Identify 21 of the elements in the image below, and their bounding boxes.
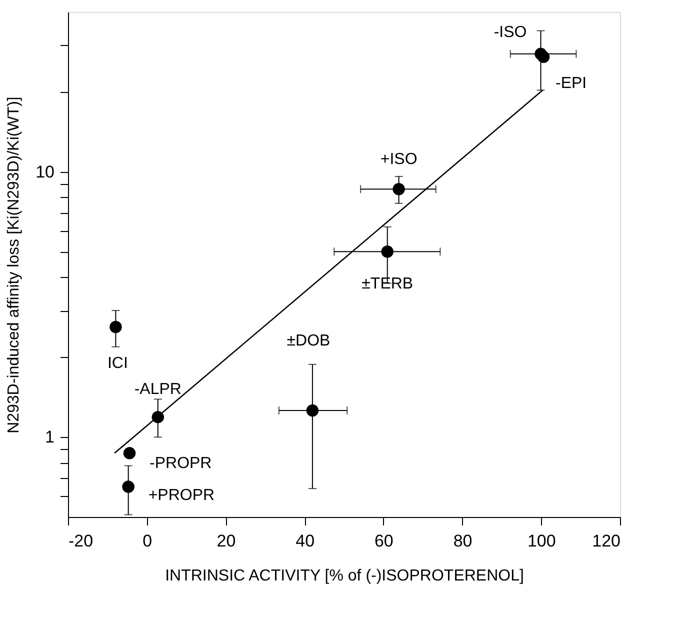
annotation: -ISO [494, 24, 527, 41]
x-tick-label: 100 [527, 532, 556, 550]
x-tick-label: 80 [453, 532, 472, 550]
x-tick-label: 0 [142, 532, 152, 550]
annotation: +PROPR [148, 486, 215, 504]
annotation: ICI [107, 355, 128, 372]
x-tick-label: 120 [592, 532, 620, 550]
annotation: -ALPR [134, 381, 182, 398]
y-tick-label: 1 [45, 428, 54, 447]
annotation: ±TERB [362, 276, 414, 293]
annotation: -PROPR [150, 455, 212, 472]
annotation: ±DOB [286, 332, 330, 350]
annotation: +ISO [380, 151, 418, 168]
x-axis-title: INTRINSIC ACTIVITY [% of (-)ISOPROTERENOL] [165, 568, 524, 584]
annotation: -EPI [556, 74, 587, 92]
x-tick-label: -20 [68, 532, 94, 550]
x-tick-label: 40 [296, 532, 315, 550]
x-tick-label: 20 [216, 532, 236, 550]
y-axis-title: N293D-induced affinity loss [Ki(N293D)/Ki(WT)] [6, 96, 23, 434]
y-tick-label: 10 [36, 162, 54, 182]
x-tick-label: 60 [374, 532, 394, 550]
